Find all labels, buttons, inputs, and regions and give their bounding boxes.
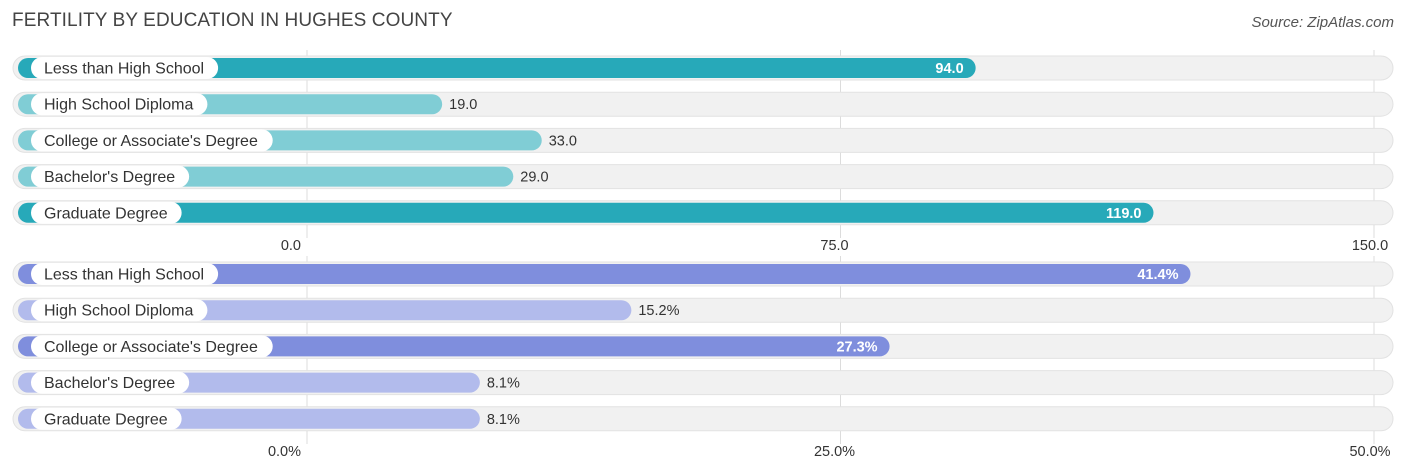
value-label: 29.0: [520, 170, 548, 186]
category-label-pill: [31, 57, 219, 79]
x-tick-label: 150.0: [1352, 238, 1388, 254]
x-tick-label: 75.0: [820, 238, 848, 254]
source-credit: Source: ZipAtlas.com: [1251, 14, 1394, 31]
category-label-pill: [31, 93, 208, 116]
value-label: 119.0: [1106, 206, 1142, 222]
category-label-pill: [31, 299, 208, 322]
category-label-pill: [31, 335, 273, 358]
x-tick-label: 50.0%: [1349, 444, 1390, 460]
value-label: 27.3%: [836, 339, 877, 355]
value-label: 15.2%: [638, 303, 679, 319]
category-label-pill: [31, 371, 190, 394]
category-label: Bachelor's Degree: [44, 169, 175, 186]
category-label-pill: [31, 129, 273, 152]
bar: [18, 58, 976, 78]
category-label: High School Diploma: [44, 303, 194, 320]
value-label: 19.0: [449, 97, 477, 113]
bar: [18, 202, 1154, 223]
value-label: 41.4%: [1137, 267, 1178, 283]
bar: [18, 264, 1191, 284]
category-label: Less than High School: [44, 61, 204, 78]
x-tick-label: 25.0%: [814, 444, 855, 460]
category-label-pill: [31, 165, 190, 188]
category-label-pill: [31, 263, 219, 285]
value-label: 94.0: [935, 61, 963, 77]
category-label: Bachelor's Degree: [44, 375, 175, 392]
category-label: College or Associate's Degree: [44, 339, 258, 356]
category-label: Graduate Degree: [44, 411, 168, 428]
category-label: Less than High School: [44, 267, 204, 284]
category-label: College or Associate's Degree: [44, 133, 258, 150]
category-label: High School Diploma: [44, 97, 194, 114]
value-label: 8.1%: [487, 412, 520, 428]
category-label-pill: [31, 407, 182, 430]
x-tick-label: 0.0%: [268, 444, 301, 460]
category-label-pill: [31, 201, 182, 224]
x-tick-label: 0.0: [281, 238, 301, 254]
value-label: 8.1%: [487, 376, 520, 392]
chart-title: FERTILITY BY EDUCATION IN HUGHES COUNTY: [12, 10, 453, 31]
category-label: Graduate Degree: [44, 205, 168, 222]
value-label: 33.0: [549, 133, 577, 149]
